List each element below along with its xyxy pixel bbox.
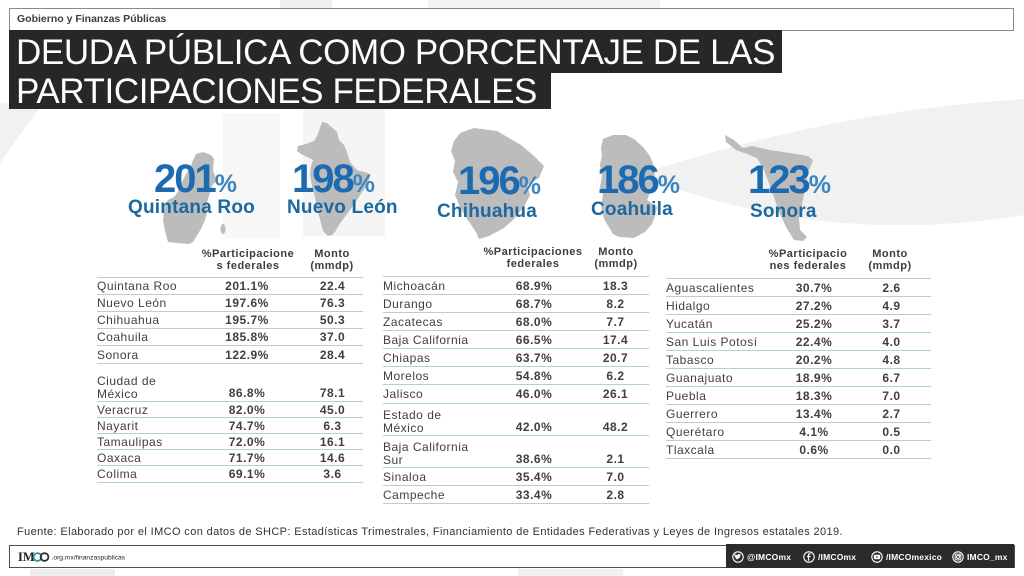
- svg-text:IM: IM: [18, 550, 35, 564]
- svg-text:.org.mx/finanzaspublicas: .org.mx/finanzaspublicas: [52, 554, 126, 561]
